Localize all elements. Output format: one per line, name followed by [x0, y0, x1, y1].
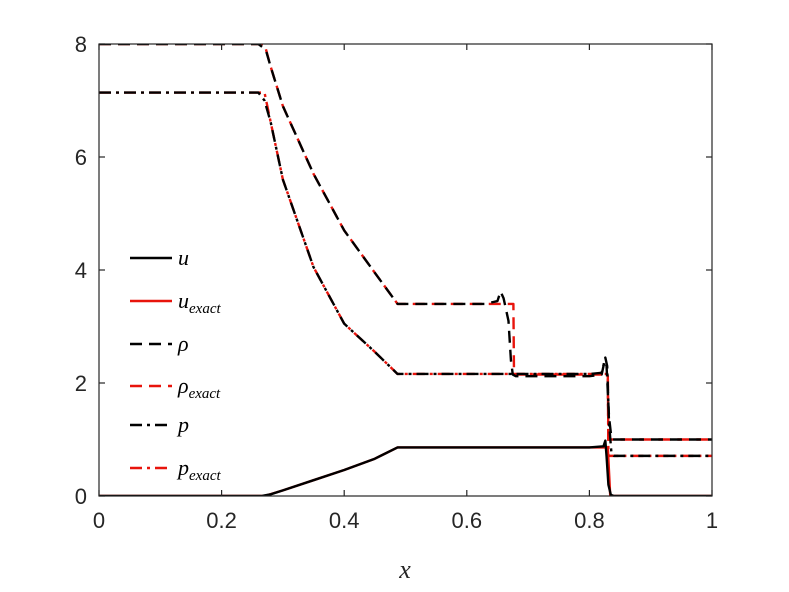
series-line-5 — [99, 91, 712, 458]
legend-label-main: u — [178, 288, 189, 313]
legend-label-2: uexact — [178, 288, 221, 317]
legend-label-subscript: exact — [189, 301, 221, 317]
legend-label-main: ρ — [177, 373, 189, 398]
legend-label-6: pexact — [176, 455, 221, 484]
legend-label-main: p — [176, 412, 189, 437]
x-axis-label: x — [398, 555, 411, 584]
legend-label-3: ρ — [177, 331, 189, 356]
legend-label-4: ρexact — [177, 373, 221, 402]
x-tick-label: 1 — [706, 508, 718, 533]
y-tick-label: 8 — [75, 32, 87, 57]
legend-label-5: p — [176, 412, 189, 437]
y-tick-label: 4 — [75, 258, 87, 283]
y-tick-label: 2 — [75, 371, 87, 396]
legend-label-subscript: exact — [189, 386, 221, 402]
legend-label-subscript: exact — [189, 468, 221, 484]
x-tick-label: 0.4 — [329, 508, 360, 533]
legend-label-main: p — [176, 455, 189, 480]
legend-label-main: u — [178, 245, 189, 270]
x-tick-label: 0.2 — [206, 508, 237, 533]
series-line-1 — [99, 439, 712, 496]
y-tick-label: 0 — [75, 484, 87, 509]
tick-layer: 0 0.2 0.4 0.6 0.8 1 0 2 4 6 8 — [75, 32, 718, 533]
x-tick-label: 0.8 — [574, 508, 605, 533]
series-layer — [99, 44, 712, 496]
x-tick-label: 0 — [93, 508, 105, 533]
series-line-3 — [99, 44, 712, 441]
legend-label-1: u — [178, 245, 189, 270]
x-tick-label: 0.6 — [452, 508, 483, 533]
legend-label-main: ρ — [177, 331, 189, 356]
y-tick-label: 6 — [75, 145, 87, 170]
